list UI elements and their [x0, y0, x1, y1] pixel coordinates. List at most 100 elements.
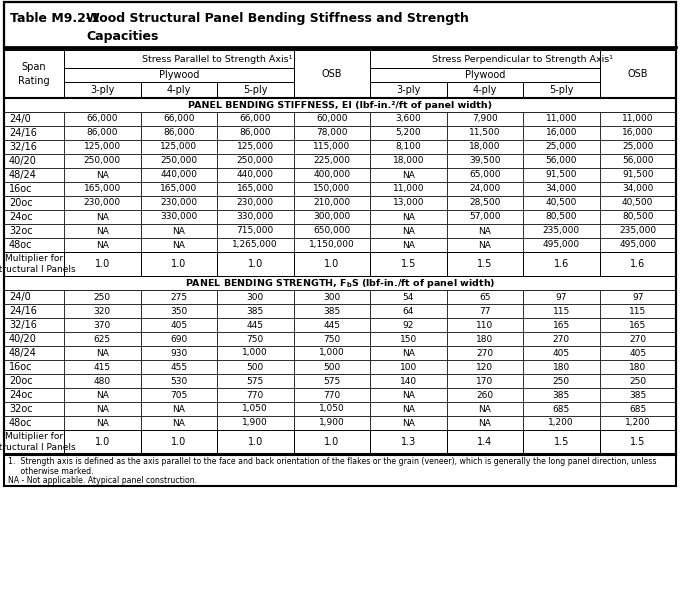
Text: 140: 140 — [400, 376, 417, 386]
Text: NA: NA — [172, 241, 185, 250]
Text: 56,000: 56,000 — [545, 157, 577, 165]
Bar — [4, 168, 64, 182]
Text: 445: 445 — [247, 321, 264, 329]
Text: 1,050: 1,050 — [242, 405, 268, 414]
Text: 170: 170 — [476, 376, 494, 386]
Bar — [600, 430, 676, 454]
Bar — [370, 210, 447, 224]
Bar — [294, 318, 370, 332]
Text: 1.0: 1.0 — [248, 437, 263, 447]
Bar — [141, 154, 217, 168]
Text: 230,000: 230,000 — [237, 198, 274, 207]
Bar — [370, 304, 447, 318]
Text: 320: 320 — [94, 307, 111, 316]
Bar — [217, 252, 294, 276]
Text: NA: NA — [402, 171, 415, 179]
Text: 28,500: 28,500 — [469, 198, 500, 207]
Bar — [4, 238, 64, 252]
Text: 16oc: 16oc — [9, 362, 33, 372]
Bar — [294, 430, 370, 454]
Text: 54: 54 — [403, 293, 414, 302]
Text: 165,000: 165,000 — [84, 184, 121, 193]
Bar — [600, 182, 676, 196]
Bar — [447, 182, 523, 196]
Text: 16,000: 16,000 — [545, 129, 577, 138]
Text: 770: 770 — [323, 390, 341, 400]
Bar — [294, 360, 370, 374]
Bar — [370, 290, 447, 304]
Bar — [141, 416, 217, 430]
Text: NA: NA — [478, 241, 491, 250]
Text: 210,000: 210,000 — [313, 198, 350, 207]
Text: 260: 260 — [476, 390, 493, 400]
Text: otherwise marked.: otherwise marked. — [8, 466, 94, 476]
Text: 40,500: 40,500 — [545, 198, 577, 207]
Text: 330,000: 330,000 — [237, 212, 274, 222]
Bar — [64, 224, 141, 238]
Bar — [523, 168, 600, 182]
Text: 715,000: 715,000 — [237, 226, 274, 236]
Text: 115,000: 115,000 — [313, 143, 350, 152]
Bar — [294, 224, 370, 238]
Text: 1,000: 1,000 — [242, 348, 268, 357]
Text: 930: 930 — [170, 348, 188, 357]
Text: 13,000: 13,000 — [392, 198, 424, 207]
Bar — [294, 332, 370, 346]
Bar — [523, 252, 600, 276]
Bar — [217, 224, 294, 238]
Text: 495,000: 495,000 — [619, 241, 656, 250]
Bar — [141, 318, 217, 332]
Text: NA: NA — [478, 419, 491, 428]
Bar — [141, 140, 217, 154]
Bar — [370, 126, 447, 140]
Text: 115: 115 — [553, 307, 570, 316]
Bar — [294, 238, 370, 252]
Text: 225,000: 225,000 — [313, 157, 350, 165]
Bar — [217, 318, 294, 332]
Text: Wood Structural Panel Bending Stiffness and Strength
Capacities: Wood Structural Panel Bending Stiffness … — [86, 12, 469, 43]
Bar — [447, 318, 523, 332]
Bar — [64, 416, 141, 430]
Bar — [141, 112, 217, 126]
Text: NA: NA — [172, 419, 185, 428]
Text: 86,000: 86,000 — [163, 129, 194, 138]
Text: 250,000: 250,000 — [160, 157, 197, 165]
Text: 625: 625 — [94, 335, 111, 343]
Bar — [294, 252, 370, 276]
Text: NA: NA — [96, 171, 109, 179]
Bar — [523, 416, 600, 430]
Text: 1,050: 1,050 — [319, 405, 345, 414]
Text: 24/0: 24/0 — [9, 292, 31, 302]
Bar — [370, 50, 676, 68]
Bar — [600, 140, 676, 154]
Text: 575: 575 — [323, 376, 341, 386]
Text: 370: 370 — [94, 321, 111, 329]
Text: 165,000: 165,000 — [160, 184, 197, 193]
Text: 32oc: 32oc — [9, 404, 33, 414]
Text: 165,000: 165,000 — [237, 184, 274, 193]
Bar — [523, 402, 600, 416]
Bar — [600, 346, 676, 360]
Bar — [4, 210, 64, 224]
Bar — [447, 332, 523, 346]
Text: 685: 685 — [553, 405, 570, 414]
Bar — [4, 112, 64, 126]
Text: 34,000: 34,000 — [622, 184, 653, 193]
Bar — [600, 224, 676, 238]
Text: 86,000: 86,000 — [239, 129, 271, 138]
Bar — [4, 252, 64, 276]
Text: 24oc: 24oc — [9, 212, 33, 222]
Text: 32oc: 32oc — [9, 226, 33, 236]
Text: 34,000: 34,000 — [545, 184, 577, 193]
Bar — [217, 290, 294, 304]
Text: 77: 77 — [479, 307, 490, 316]
Bar — [523, 318, 600, 332]
Text: 66,000: 66,000 — [163, 114, 194, 124]
Text: 770: 770 — [247, 390, 264, 400]
Text: 685: 685 — [629, 405, 647, 414]
Text: 125,000: 125,000 — [84, 143, 121, 152]
Text: 48oc: 48oc — [9, 240, 33, 250]
Text: 65: 65 — [479, 293, 490, 302]
Bar — [64, 182, 141, 196]
Text: 40/20: 40/20 — [9, 156, 37, 166]
